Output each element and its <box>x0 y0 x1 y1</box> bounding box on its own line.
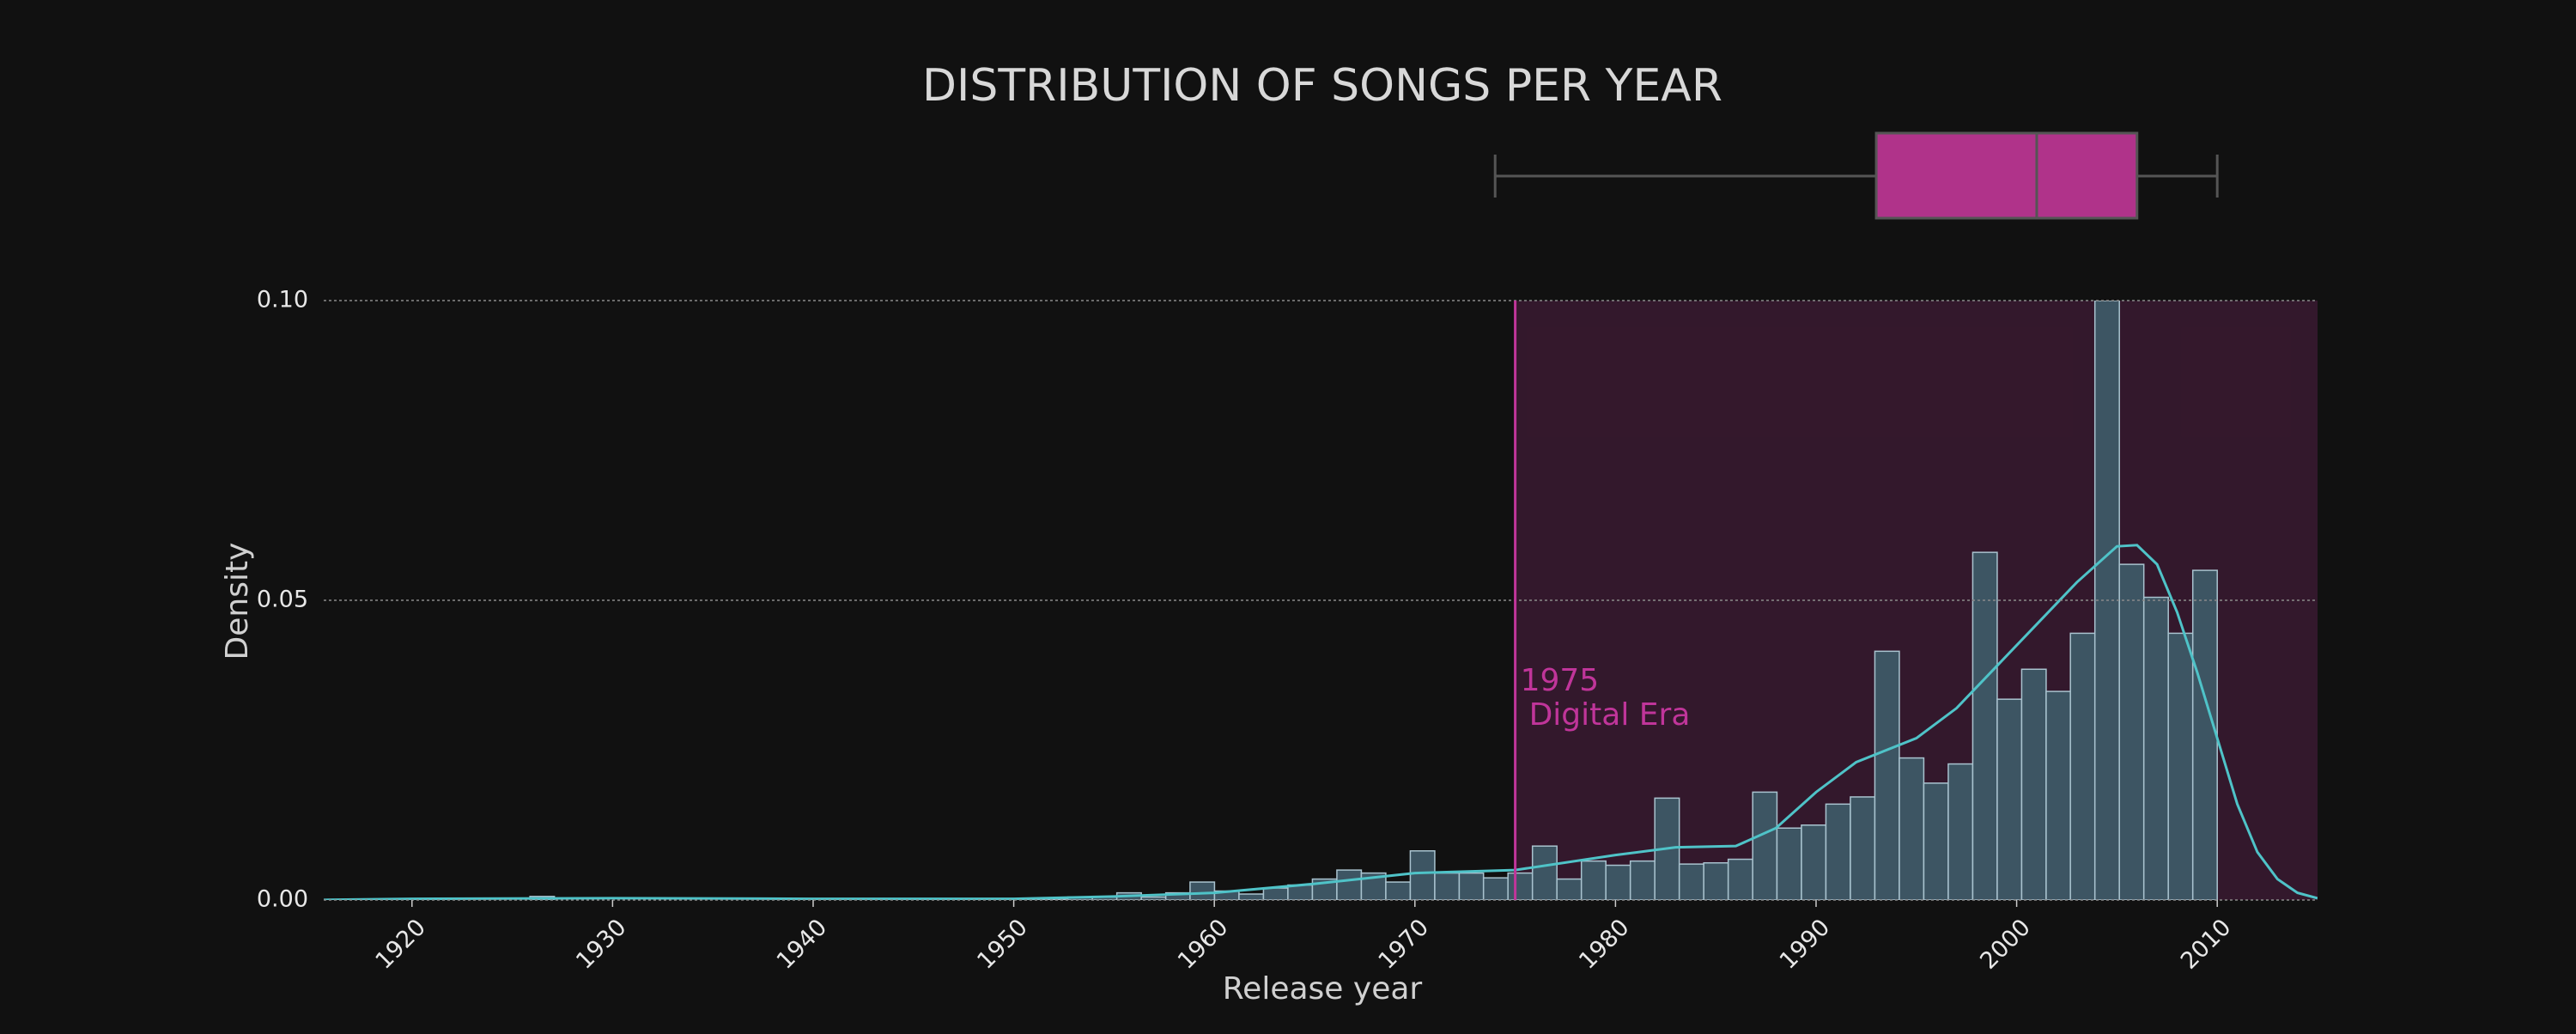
bar <box>1850 796 1876 900</box>
bar <box>1409 850 1436 900</box>
bar <box>2020 668 2047 900</box>
bar <box>1458 872 1485 900</box>
bar <box>1825 803 1851 900</box>
bar <box>1238 893 1265 900</box>
x-tick-label: 2010 <box>2176 914 2237 975</box>
bar <box>1507 872 1534 900</box>
bar <box>2191 569 2218 900</box>
bar <box>1556 878 1583 900</box>
bar <box>1189 881 1216 900</box>
bar <box>1727 858 1753 900</box>
bar <box>1703 861 1729 900</box>
bar <box>1874 650 1900 900</box>
bar <box>1678 863 1704 900</box>
bar <box>1287 884 1314 900</box>
y-tick-label: 0.00 <box>257 886 308 913</box>
x-tick-label: 1960 <box>1173 914 1234 975</box>
bar <box>1752 791 1778 900</box>
bar <box>2118 563 2145 900</box>
bar <box>2069 632 2096 900</box>
bar <box>1899 757 1925 900</box>
annotation: 1975 <box>1521 663 1600 698</box>
bar <box>2167 632 2194 900</box>
bar <box>1776 827 1802 900</box>
bar <box>1580 860 1607 900</box>
bar <box>1971 551 1998 900</box>
x-tick-label: 1930 <box>571 914 632 975</box>
y-tick-label: 0.10 <box>257 287 308 313</box>
bar <box>1434 872 1461 900</box>
x-tick-label: 1920 <box>371 914 432 975</box>
x-tick-label: 1950 <box>972 914 1033 975</box>
y-axis-label: Density <box>220 543 255 660</box>
y-tick-label: 0.05 <box>257 587 308 613</box>
bar <box>1262 887 1289 900</box>
bar <box>1482 877 1509 900</box>
bar <box>1531 845 1558 900</box>
bar <box>1605 864 1631 900</box>
x-tick-label: 2000 <box>1975 914 2036 975</box>
box <box>1874 131 2139 220</box>
annotation: Digital Era <box>1529 697 1691 733</box>
x-tick-label: 1980 <box>1574 914 1635 975</box>
x-tick-label: 1990 <box>1775 914 1836 975</box>
x-axis-label: Release year <box>1223 971 1423 1007</box>
bar <box>1996 698 2023 900</box>
bar <box>1385 881 1412 900</box>
x-tick-label: 1940 <box>772 914 833 975</box>
chart-title: DISTRIBUTION OF SONGS PER YEAR <box>922 60 1722 112</box>
bar <box>1923 782 1949 900</box>
bar <box>1801 824 1827 900</box>
bar <box>2142 596 2169 900</box>
kde-line <box>324 544 2318 900</box>
bar <box>1947 763 1974 900</box>
bar <box>2045 690 2071 900</box>
bar <box>1629 860 1656 900</box>
x-tick-label: 1970 <box>1374 914 1435 975</box>
bar <box>1336 869 1363 900</box>
